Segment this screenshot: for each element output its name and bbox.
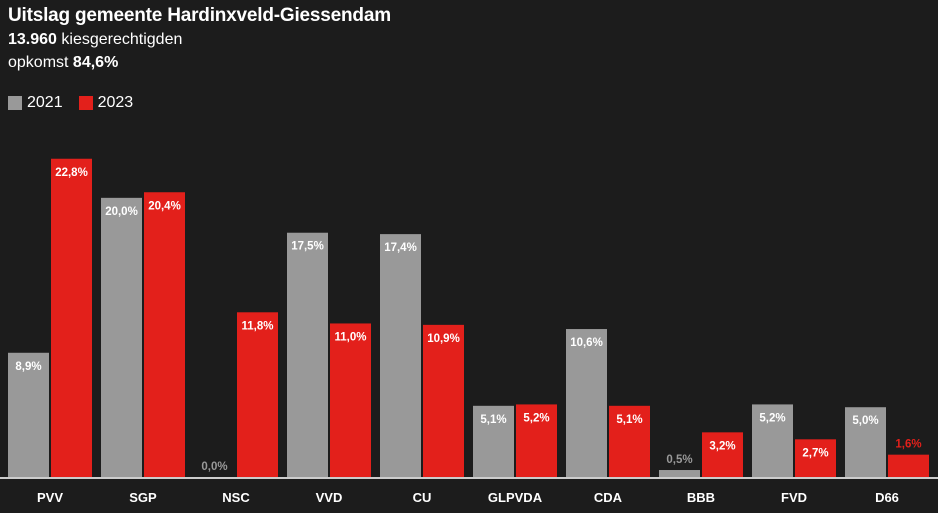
bar-2023-nsc (237, 312, 278, 477)
data-label-2023-nsc: 11,8% (242, 320, 274, 332)
data-label-2021-bbb: 0,5% (666, 454, 692, 466)
bar-2023-bbb (702, 432, 743, 477)
bar-2021-vvd (287, 232, 328, 477)
bar-2021-pvv (8, 352, 49, 477)
legend-swatch-2021 (8, 96, 22, 110)
bar-2021-fvd (752, 404, 793, 477)
x-tick-glpvda: GLPVDA (488, 490, 543, 505)
electorate-line: 13.960 kiesgerechtigden (8, 28, 391, 51)
x-tick-bbb: BBB (687, 490, 715, 505)
bar-2021-bbb (659, 470, 700, 477)
x-tick-nsc: NSC (222, 490, 250, 505)
data-label-2023-glpvda: 5,2% (523, 412, 549, 424)
data-label-2023-cda: 5,1% (616, 414, 642, 426)
bar-2021-cda (566, 329, 607, 477)
data-label-2023-sgp: 20,4% (148, 200, 181, 212)
turnout-line: opkomst 84,6% (8, 51, 391, 74)
legend: 2021 2023 (8, 94, 133, 112)
bar-2023-glpvda (516, 404, 557, 477)
electorate-value: 13.960 (8, 31, 57, 48)
bar-2021-glpvda (473, 405, 514, 477)
data-label-2023-d66: 1,6% (895, 439, 921, 451)
turnout-label: opkomst (8, 54, 69, 71)
legend-label-2023: 2023 (97, 94, 134, 111)
x-tick-fvd: FVD (781, 490, 807, 505)
data-label-2021-cu: 17,4% (384, 242, 417, 254)
legend-swatch-2023 (78, 96, 93, 110)
bar-2023-pvv (51, 158, 92, 477)
data-label-2023-bbb: 3,2% (709, 440, 735, 452)
data-label-2021-fvd: 5,2% (759, 412, 785, 424)
data-label-2023-cu: 10,9% (427, 333, 460, 345)
data-label-2021-nsc: 0,0% (201, 461, 227, 473)
electorate-label: kiesgerechtigden (61, 31, 183, 48)
chart-header: Uitslag gemeente Hardinxveld-Giessendam … (8, 4, 391, 74)
x-tick-cu: CU (413, 490, 432, 505)
data-label-2021-pvv: 8,9% (15, 361, 41, 373)
bar-2023-cu (423, 324, 464, 477)
bar-2023-d66 (888, 454, 929, 477)
x-tick-d66: D66 (875, 490, 899, 505)
legend-label-2021: 2021 (27, 94, 63, 111)
bar-2023-cda (609, 405, 650, 477)
bar-2021-cu (380, 234, 421, 477)
data-label-2021-glpvda: 5,1% (480, 414, 506, 426)
chart-title: Uitslag gemeente Hardinxveld-Giessendam (8, 5, 391, 26)
data-label-2023-fvd: 2,7% (802, 447, 828, 459)
bar-2021-d66 (845, 407, 886, 477)
legend-item-2023: 2023 (78, 94, 134, 112)
legend-item-2021: 2021 (8, 94, 63, 112)
x-tick-vvd: VVD (316, 490, 343, 505)
data-label-2023-vvd: 11,0% (335, 331, 367, 343)
x-tick-sgp: SGP (129, 490, 157, 505)
data-label-2021-vvd: 17,5% (291, 241, 324, 253)
data-label-2021-cda: 10,6% (570, 337, 603, 349)
data-label-2023-pvv: 22,8% (55, 167, 88, 179)
x-tick-cda: CDA (594, 490, 623, 505)
data-label-2021-d66: 5,0% (852, 415, 878, 427)
bar-2023-vvd (330, 323, 371, 477)
bar-2023-sgp (144, 192, 185, 477)
data-label-2021-sgp: 20,0% (105, 206, 138, 218)
bar-2021-sgp (101, 197, 142, 478)
x-tick-pvv: PVV (37, 490, 63, 505)
bar-2023-fvd (795, 439, 836, 477)
turnout-value: 84,6% (72, 54, 119, 71)
